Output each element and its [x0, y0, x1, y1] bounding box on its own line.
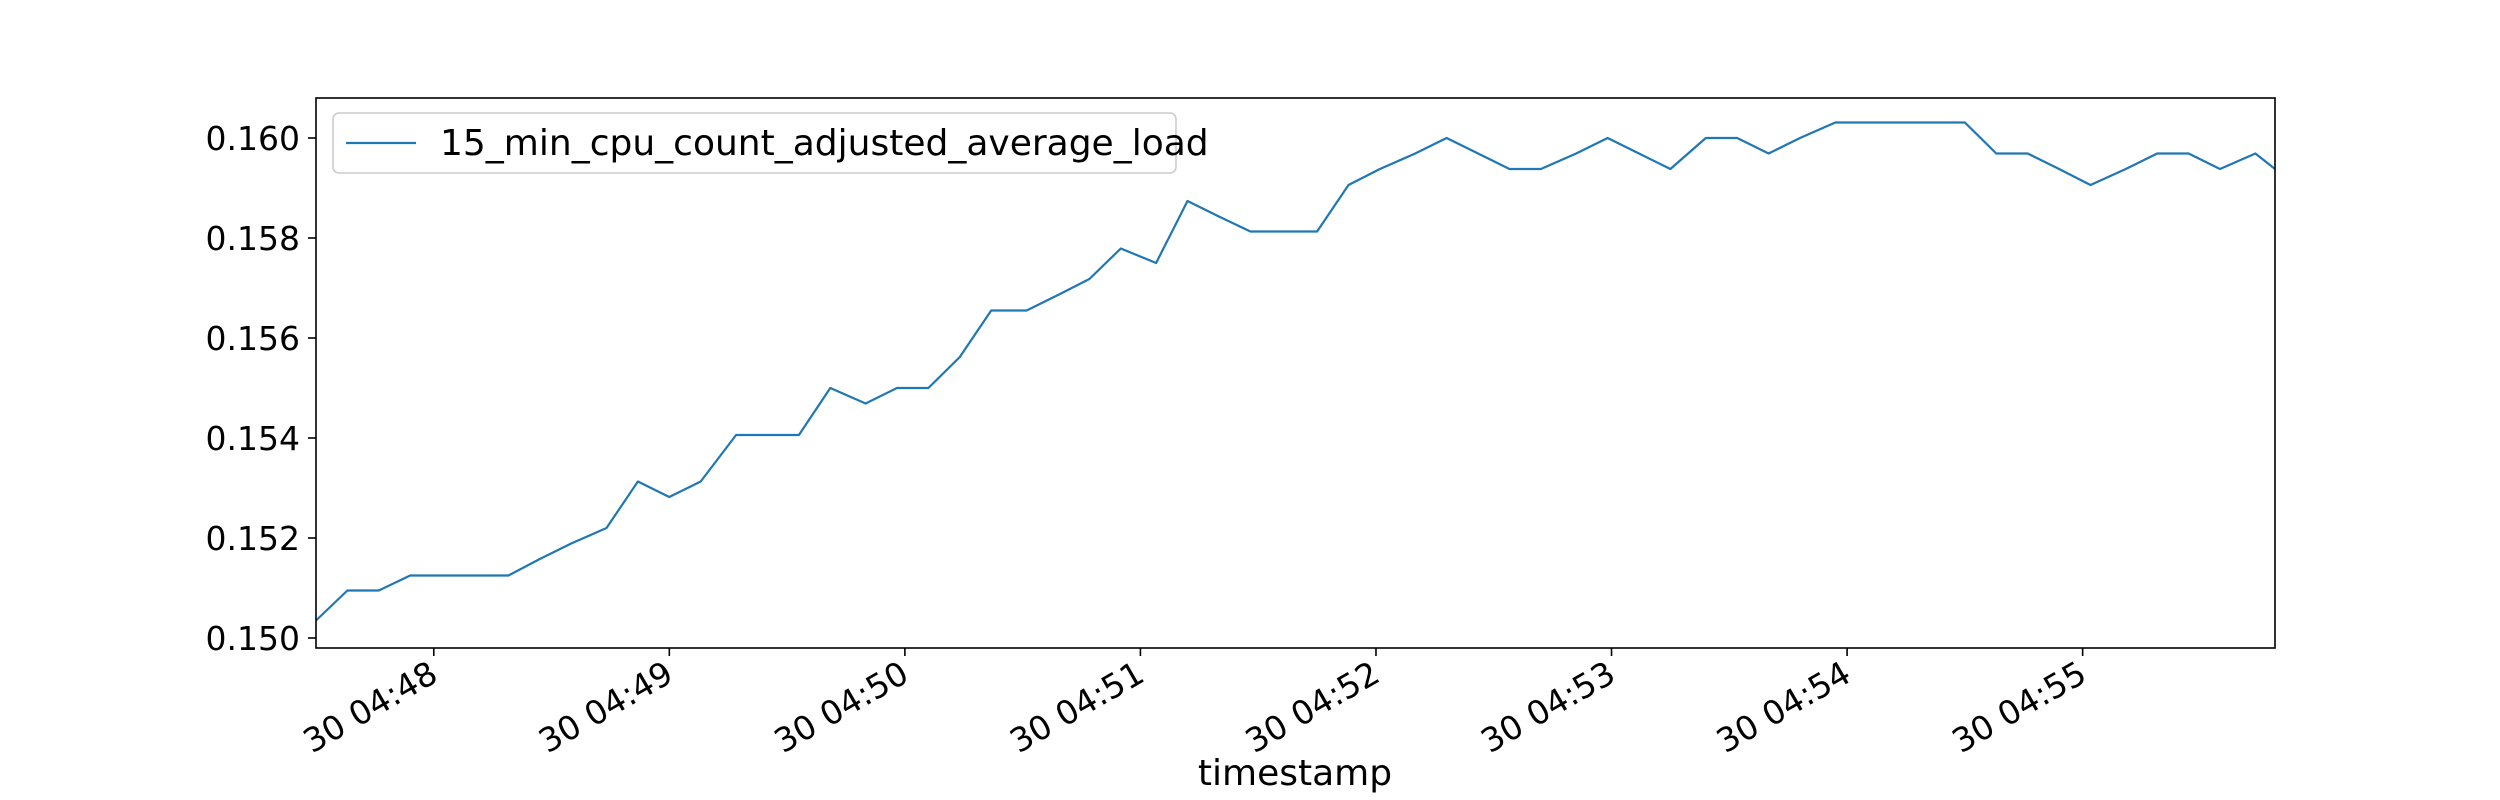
x-tick-label: 30 04:50	[768, 653, 915, 761]
x-tick-label: 30 04:48	[296, 653, 443, 761]
legend-label: 15_min_cpu_count_adjusted_average_load	[440, 123, 1209, 164]
x-axis-title: timestamp	[1198, 753, 1392, 794]
y-tick-label: 0.156	[206, 319, 300, 358]
legend: 15_min_cpu_count_adjusted_average_load	[332, 112, 1209, 174]
x-tick-label: 30 04:53	[1474, 653, 1621, 761]
x-axis: 30 04:48 30 04:49 30 04:50 30 04:51 30 04:52…	[296, 648, 2093, 761]
plot-frame	[315, 97, 2276, 649]
x-tick-label: 30 04:52	[1239, 653, 1386, 761]
x-tick-label: 30 04:49	[532, 653, 679, 761]
legend-box	[332, 112, 1177, 174]
y-tick-label: 0.154	[206, 419, 300, 458]
series-line-0	[315, 121, 2276, 622]
x-tick-label: 30 04:54	[1710, 653, 1857, 761]
series-layer	[315, 121, 2276, 622]
y-axis: 0.150 0.152 0.154 0.156 0.158 0.160	[206, 119, 316, 658]
y-tick-label: 0.160	[206, 119, 300, 158]
x-tick-label: 30 04:51	[1003, 653, 1150, 761]
y-tick-label: 0.152	[206, 519, 300, 558]
x-tick-label: 30 04:55	[1945, 653, 2092, 761]
y-tick-label: 0.150	[206, 619, 300, 658]
y-tick-label: 0.158	[206, 219, 300, 258]
